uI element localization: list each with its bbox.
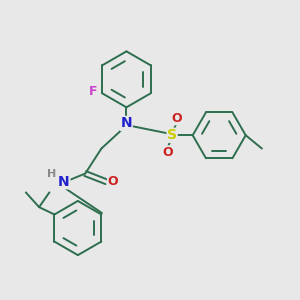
Text: N: N — [58, 175, 70, 189]
Text: H: H — [47, 169, 56, 179]
Text: O: O — [171, 112, 182, 125]
Text: S: S — [167, 128, 177, 142]
Text: O: O — [162, 146, 173, 159]
Text: N: N — [121, 116, 132, 130]
Text: F: F — [88, 85, 97, 98]
Text: O: O — [108, 175, 118, 188]
